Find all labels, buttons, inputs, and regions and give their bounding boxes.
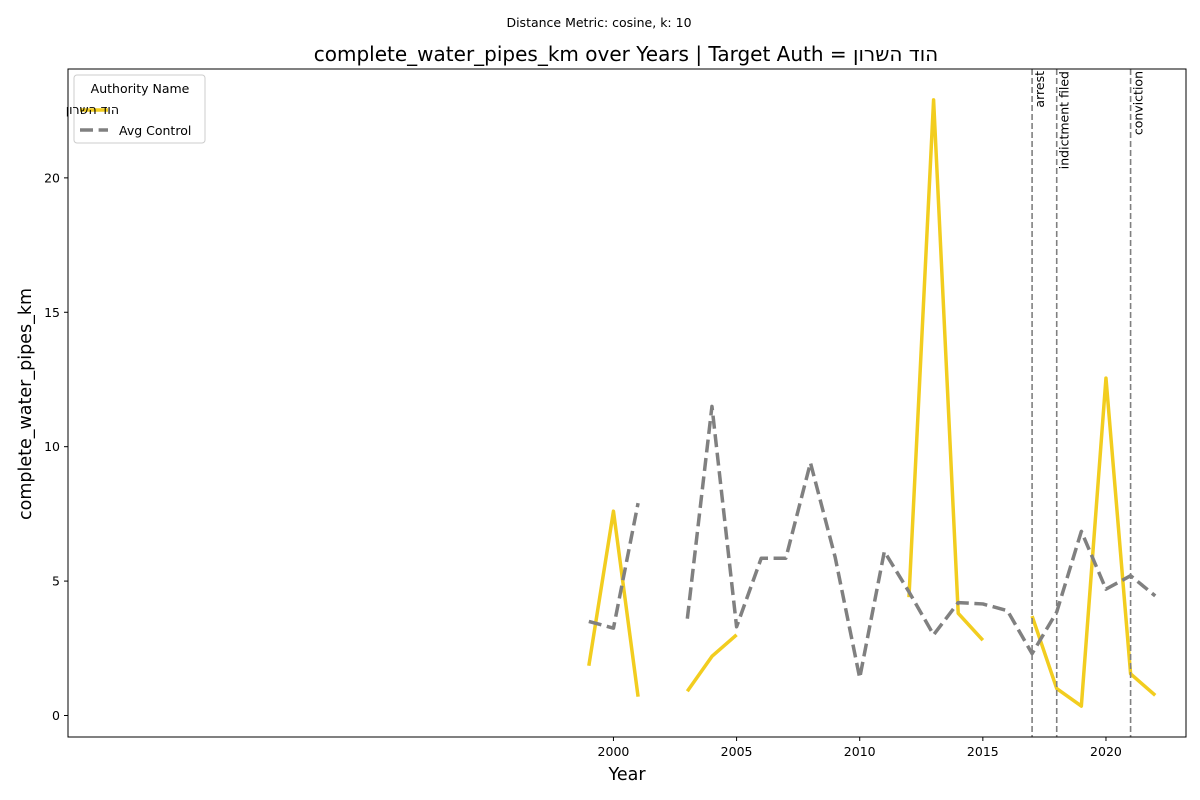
x-tick-label: 2000 [598,744,630,759]
x-tick-label: 2005 [721,744,753,759]
series-line-target-segment-4 [1030,376,1157,708]
x-tick-label: 2010 [844,744,876,759]
series-line-avg-control-segment-1 [588,502,640,630]
y-tick-label: 5 [52,574,60,589]
legend: Authority Name הוד השרון Avg Control [66,74,206,144]
series-line-target-segment-1 [587,509,640,697]
y-axis: 0 5 10 15 20 [44,170,68,723]
x-tick-label: 2015 [967,744,999,759]
x-axis: 2000 2005 2010 2015 2020 [598,737,1122,759]
legend-frame [73,74,206,144]
series-line-target-segment-2 [685,633,738,693]
series-line-avg-control-segment-2 [685,404,1157,680]
legend-title: Authority Name [91,81,190,96]
event-label-indictment-filed: indictment filed [1057,71,1072,169]
legend-label-avg-control: Avg Control [119,123,191,138]
y-tick-label: 15 [44,305,60,320]
x-tick-label: 2020 [1090,744,1122,759]
chart-suptitle: Distance Metric: cosine, k: 10 [506,15,691,30]
x-axis-label: Year [607,765,646,785]
y-tick-label: 20 [44,170,60,185]
plot-content: arrest indictment filed conviction [587,69,1157,737]
chart-title: complete_water_pipes_km over Years | Tar… [314,42,938,66]
legend-label-target: הוד השרון [66,102,119,117]
event-label-arrest: arrest [1032,71,1047,108]
y-tick-label: 0 [52,708,60,723]
y-axis-label: complete_water_pipes_km [16,288,36,520]
plot-frame [67,68,1187,738]
series-line-target-segment-3 [907,98,985,642]
y-tick-label: 10 [44,439,60,454]
event-label-conviction: conviction [1131,71,1146,135]
